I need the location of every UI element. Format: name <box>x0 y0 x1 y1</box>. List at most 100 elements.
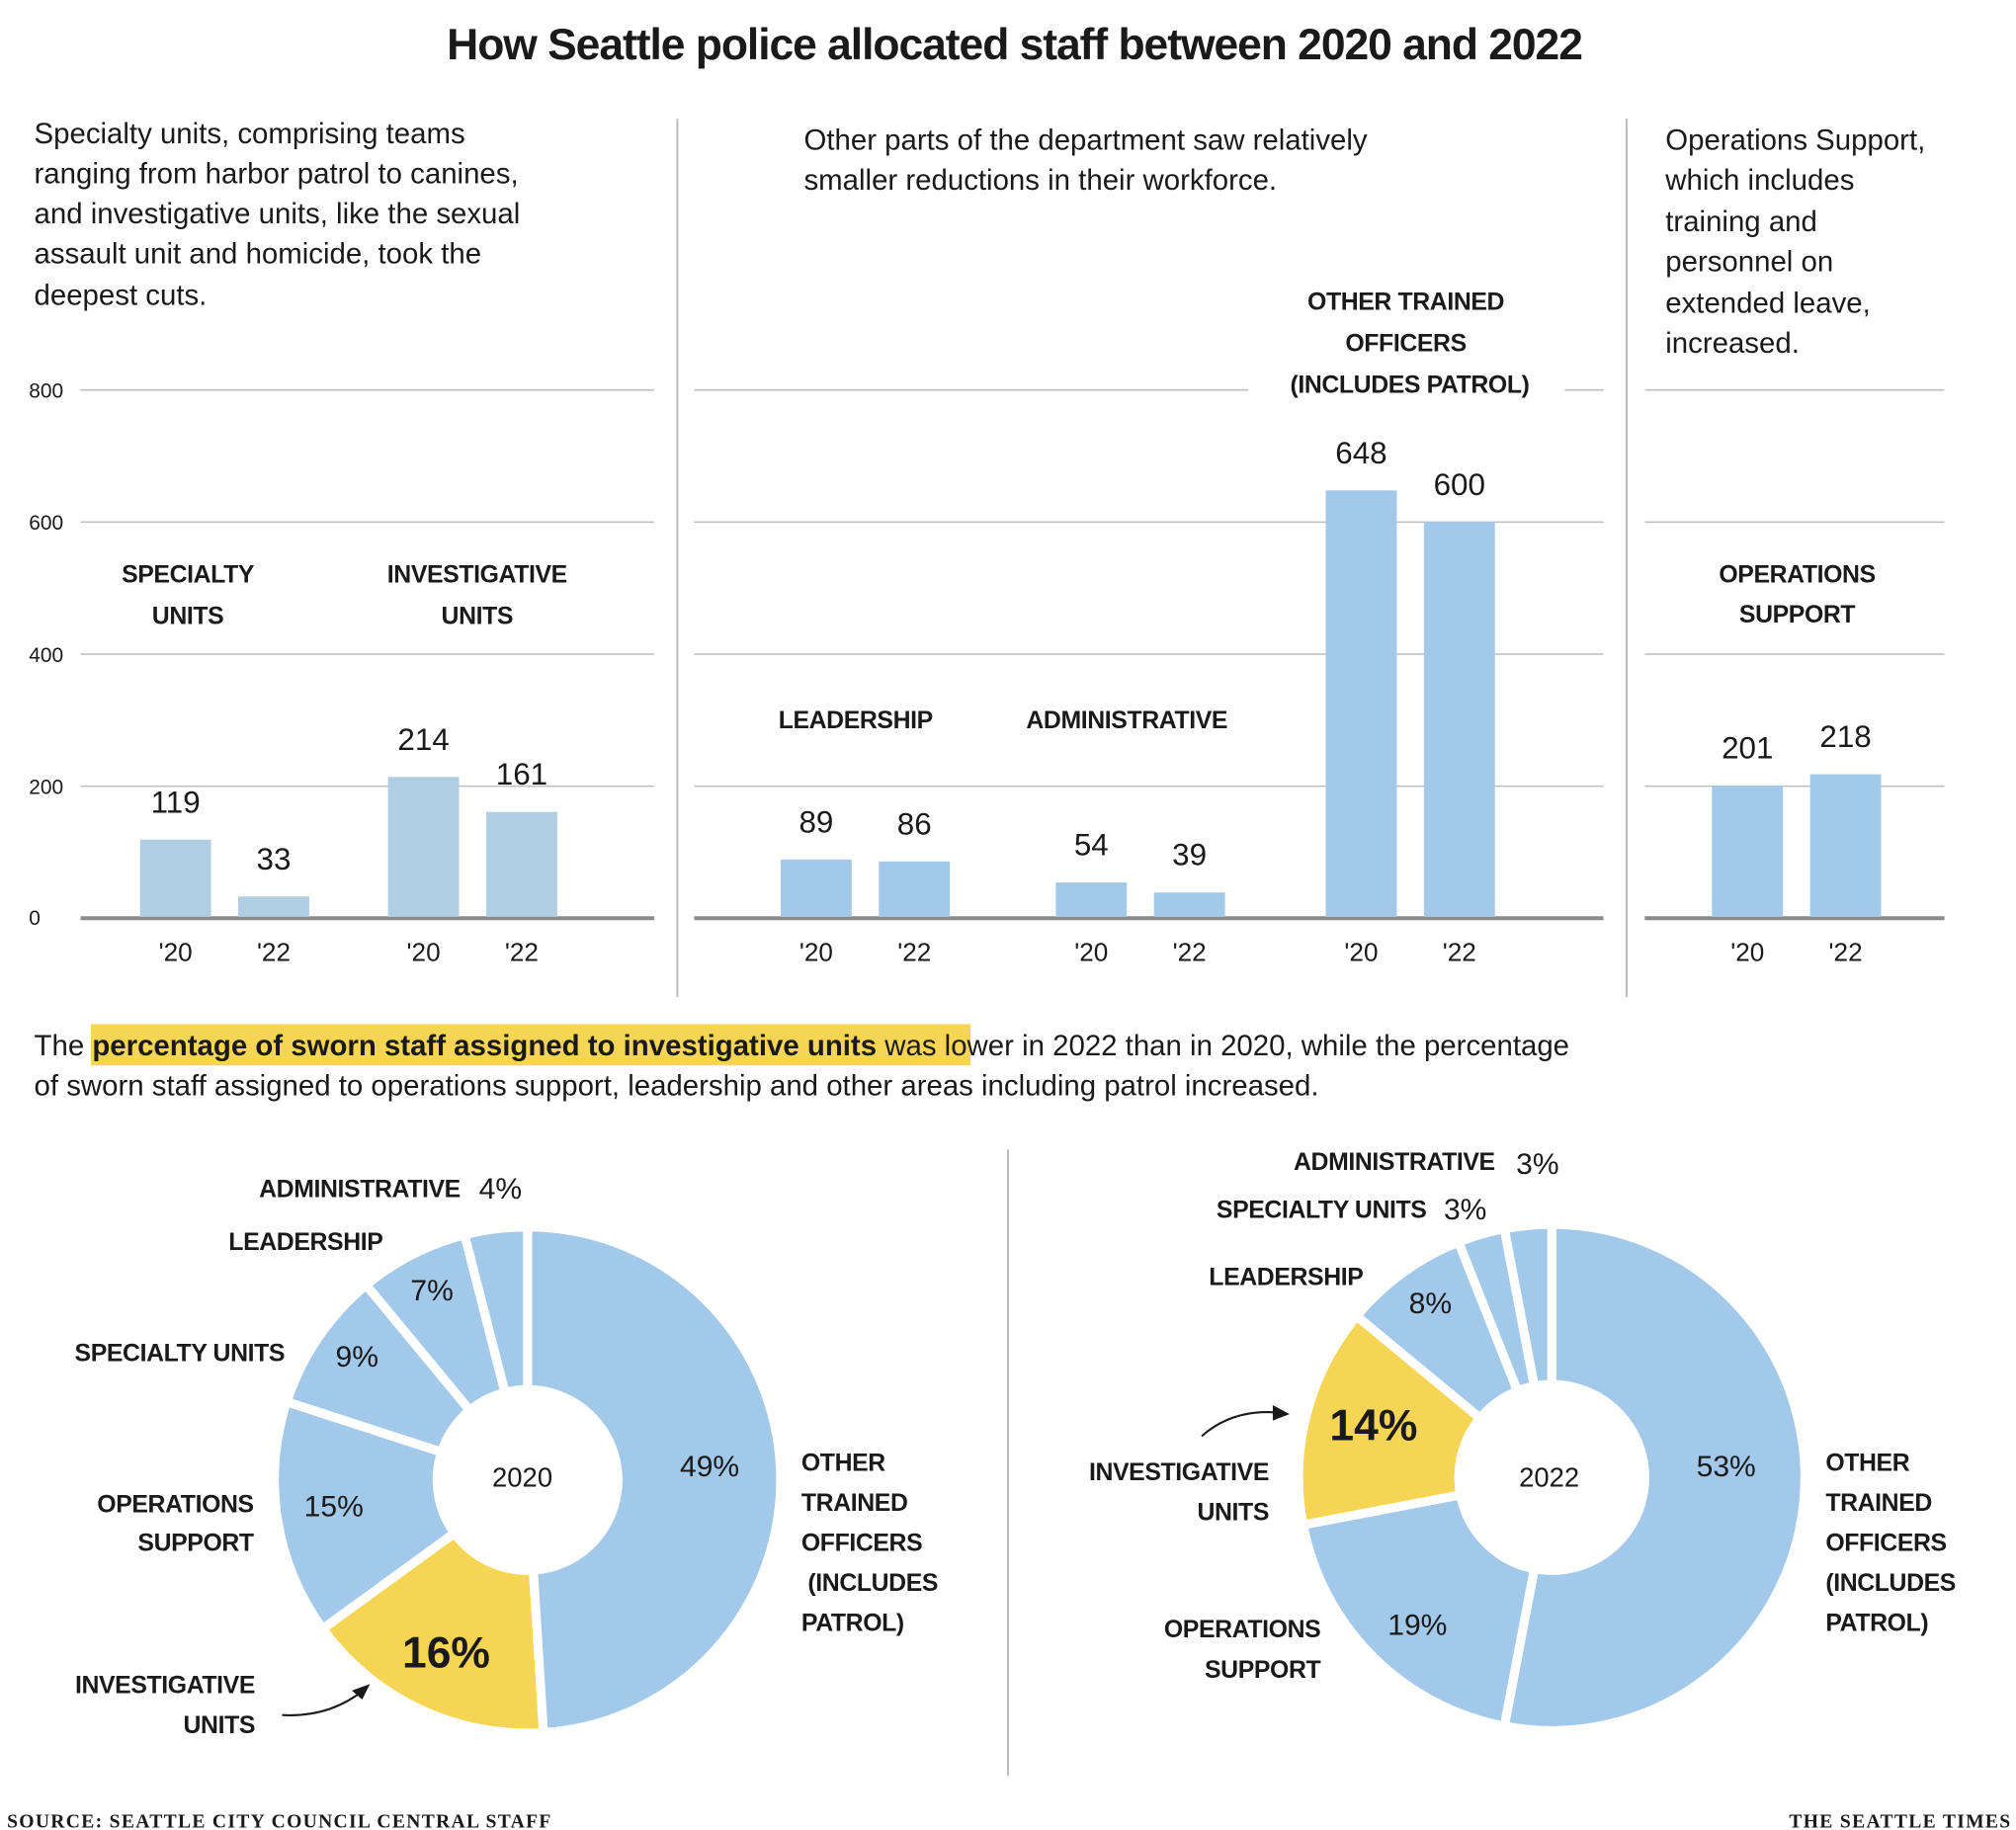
pct-investigative: 16% <box>402 1628 490 1677</box>
pct-investigative: 14% <box>1329 1401 1417 1450</box>
intro-line: assault unit and homicide, took the <box>35 238 482 271</box>
intro-line: ranging from harbor patrol to canines, <box>35 158 519 191</box>
donut-slice <box>1298 1489 1540 1732</box>
pct-leadership: 7% <box>410 1275 453 1307</box>
pct-leadership: 8% <box>1409 1288 1452 1320</box>
group-label-specialty: SPECIALTY <box>122 561 255 588</box>
pie-label-specialty: SPECIALTY UNITS <box>75 1341 286 1368</box>
x-tick-label: '20 <box>407 937 441 966</box>
donut-slice <box>316 1527 548 1738</box>
x-tick-label: '20 <box>159 937 193 966</box>
pie-label-operations: OPERATIONS <box>1164 1617 1320 1643</box>
donut-2020 <box>270 1222 786 1738</box>
pct-operations: 15% <box>304 1490 364 1523</box>
bar-value-label: 54 <box>1074 828 1109 863</box>
bar <box>1712 785 1784 917</box>
arrow-icon <box>1201 1411 1283 1438</box>
donut-slice <box>1498 1219 1809 1735</box>
pie-label-leadership: LEADERSHIP <box>228 1229 382 1256</box>
summary-before: The <box>35 1030 85 1062</box>
intro-line: deepest cuts. <box>35 279 208 311</box>
pie-label-other: OTHER <box>1825 1451 1909 1477</box>
intro-line: which includes <box>1664 164 1854 197</box>
bar <box>387 777 460 917</box>
group-label-administrative: ADMINISTRATIVE <box>1026 707 1227 734</box>
summary-after: was lower in 2022 than in 2020, while th… <box>883 1030 1569 1062</box>
intro-right: Operations Support, which includes train… <box>1664 125 1925 360</box>
group-label-other: OTHER TRAINED <box>1307 290 1504 316</box>
donut-2020-labels: ADMINISTRATIVE LEADERSHIP SPECIALTY UNIT… <box>75 1177 939 1739</box>
summary-line-1: The percentage of sworn staff assigned t… <box>35 1030 1570 1062</box>
x-tick-label: '22 <box>1443 937 1476 966</box>
intro-line: personnel on <box>1665 245 1833 278</box>
x-tick-label: '20 <box>799 937 833 966</box>
intro-line: training and <box>1665 206 1817 238</box>
pct-administrative: 4% <box>479 1173 522 1206</box>
arrowhead-icon <box>352 1684 371 1700</box>
bar <box>1423 522 1495 917</box>
x-tick-label: '22 <box>1829 937 1863 966</box>
donut-2022-values: 3% 3% 8% 19% 53% 14% 2022 <box>1329 1148 1755 1642</box>
donut-slice <box>1294 1309 1487 1531</box>
group-label-investigative: UNITS <box>442 603 514 629</box>
donut-center-label: 2020 <box>492 1461 552 1492</box>
summary-line-2: of sworn staff assigned to operations su… <box>35 1069 1319 1102</box>
group-label-other: (INCLUDES PATROL) <box>1290 372 1529 398</box>
donut-slice <box>1498 1219 1556 1392</box>
summary-highlight: percentage of sworn staff assigned to in… <box>92 1030 877 1062</box>
pie-label-operations: OPERATIONS <box>97 1491 253 1518</box>
x-tick-label: '22 <box>257 937 291 966</box>
y-tick-label: 600 <box>29 512 63 535</box>
source-note: SOURCE: SEATTLE CITY COUNCIL CENTRAL STA… <box>7 1811 552 1830</box>
bar-value-label: 89 <box>798 804 833 839</box>
pie-label-investigative: INVESTIGATIVE <box>75 1672 255 1699</box>
pie-label-administrative: ADMINISTRATIVE <box>259 1177 461 1204</box>
y-tick-label: 0 <box>29 907 41 930</box>
intro-line: and investigative units, like the sexual <box>35 198 521 230</box>
pct-administrative: 3% <box>1516 1148 1558 1181</box>
pie-label-administrative: ADMINISTRATIVE <box>1294 1149 1495 1176</box>
pct-operations: 19% <box>1387 1610 1447 1642</box>
pie-label-investigative: INVESTIGATIVE <box>1089 1459 1269 1486</box>
bar <box>1055 882 1128 917</box>
pct-other: 53% <box>1697 1451 1756 1483</box>
donut-slice <box>523 1222 786 1738</box>
pie-label-operations: SUPPORT <box>137 1531 254 1557</box>
group-label-leadership: LEADERSHIP <box>779 707 933 734</box>
donut-2022-labels: ADMINISTRATIVE SPECIALTY UNITS LEADERSHI… <box>1089 1149 1956 1684</box>
intro-line: increased. <box>1665 327 1800 360</box>
y-tick-label: 200 <box>29 776 63 798</box>
group-label-operations: SUPPORT <box>1739 602 1856 628</box>
bar-value-label: 39 <box>1172 838 1207 873</box>
donut-slice <box>270 1395 462 1635</box>
intro-middle: Other parts of the department saw relati… <box>803 125 1367 198</box>
donut-slice <box>459 1222 533 1398</box>
bar-value-label: 600 <box>1434 467 1485 502</box>
bar <box>238 896 309 917</box>
pie-label-other: (INCLUDES <box>807 1570 938 1597</box>
pie-label-investigative: UNITS <box>1197 1499 1269 1526</box>
x-tick-label: '20 <box>1344 937 1378 966</box>
donut-2020-values: 4% 7% 9% 15% 49% 16% 2020 <box>304 1173 739 1677</box>
pie-label-specialty: SPECIALTY UNITS <box>1217 1197 1427 1223</box>
intro-line: Specialty units, comprising teams <box>35 118 465 150</box>
arrowhead-icon <box>1272 1405 1290 1421</box>
x-tick-label: '20 <box>1730 937 1764 966</box>
bar <box>1325 490 1397 917</box>
pie-label-other: PATROL) <box>1825 1611 1928 1637</box>
x-tick-label: '22 <box>1173 937 1207 966</box>
donut-center-label: 2022 <box>1519 1461 1579 1492</box>
intro-left: Specialty units, comprising teams rangin… <box>35 118 521 311</box>
group-label-investigative: INVESTIGATIVE <box>387 561 567 588</box>
intro-line: smaller reductions in their workforce. <box>803 164 1277 197</box>
bar-value-label: 86 <box>897 806 932 841</box>
bar-value-label: 201 <box>1722 731 1773 766</box>
x-tick-label: '22 <box>505 937 539 966</box>
bar-chart: 0 200 400 600 800 119 '20 33 '22 214 '20 161 '22 89 '2… <box>29 380 1945 966</box>
pie-label-other: OFFICERS <box>1825 1531 1946 1557</box>
intro-line: extended leave, <box>1665 287 1871 319</box>
pie-label-other: OFFICERS <box>801 1531 922 1557</box>
bar-value-label: 218 <box>1819 719 1871 754</box>
bar <box>139 839 211 917</box>
bar <box>1153 892 1225 917</box>
